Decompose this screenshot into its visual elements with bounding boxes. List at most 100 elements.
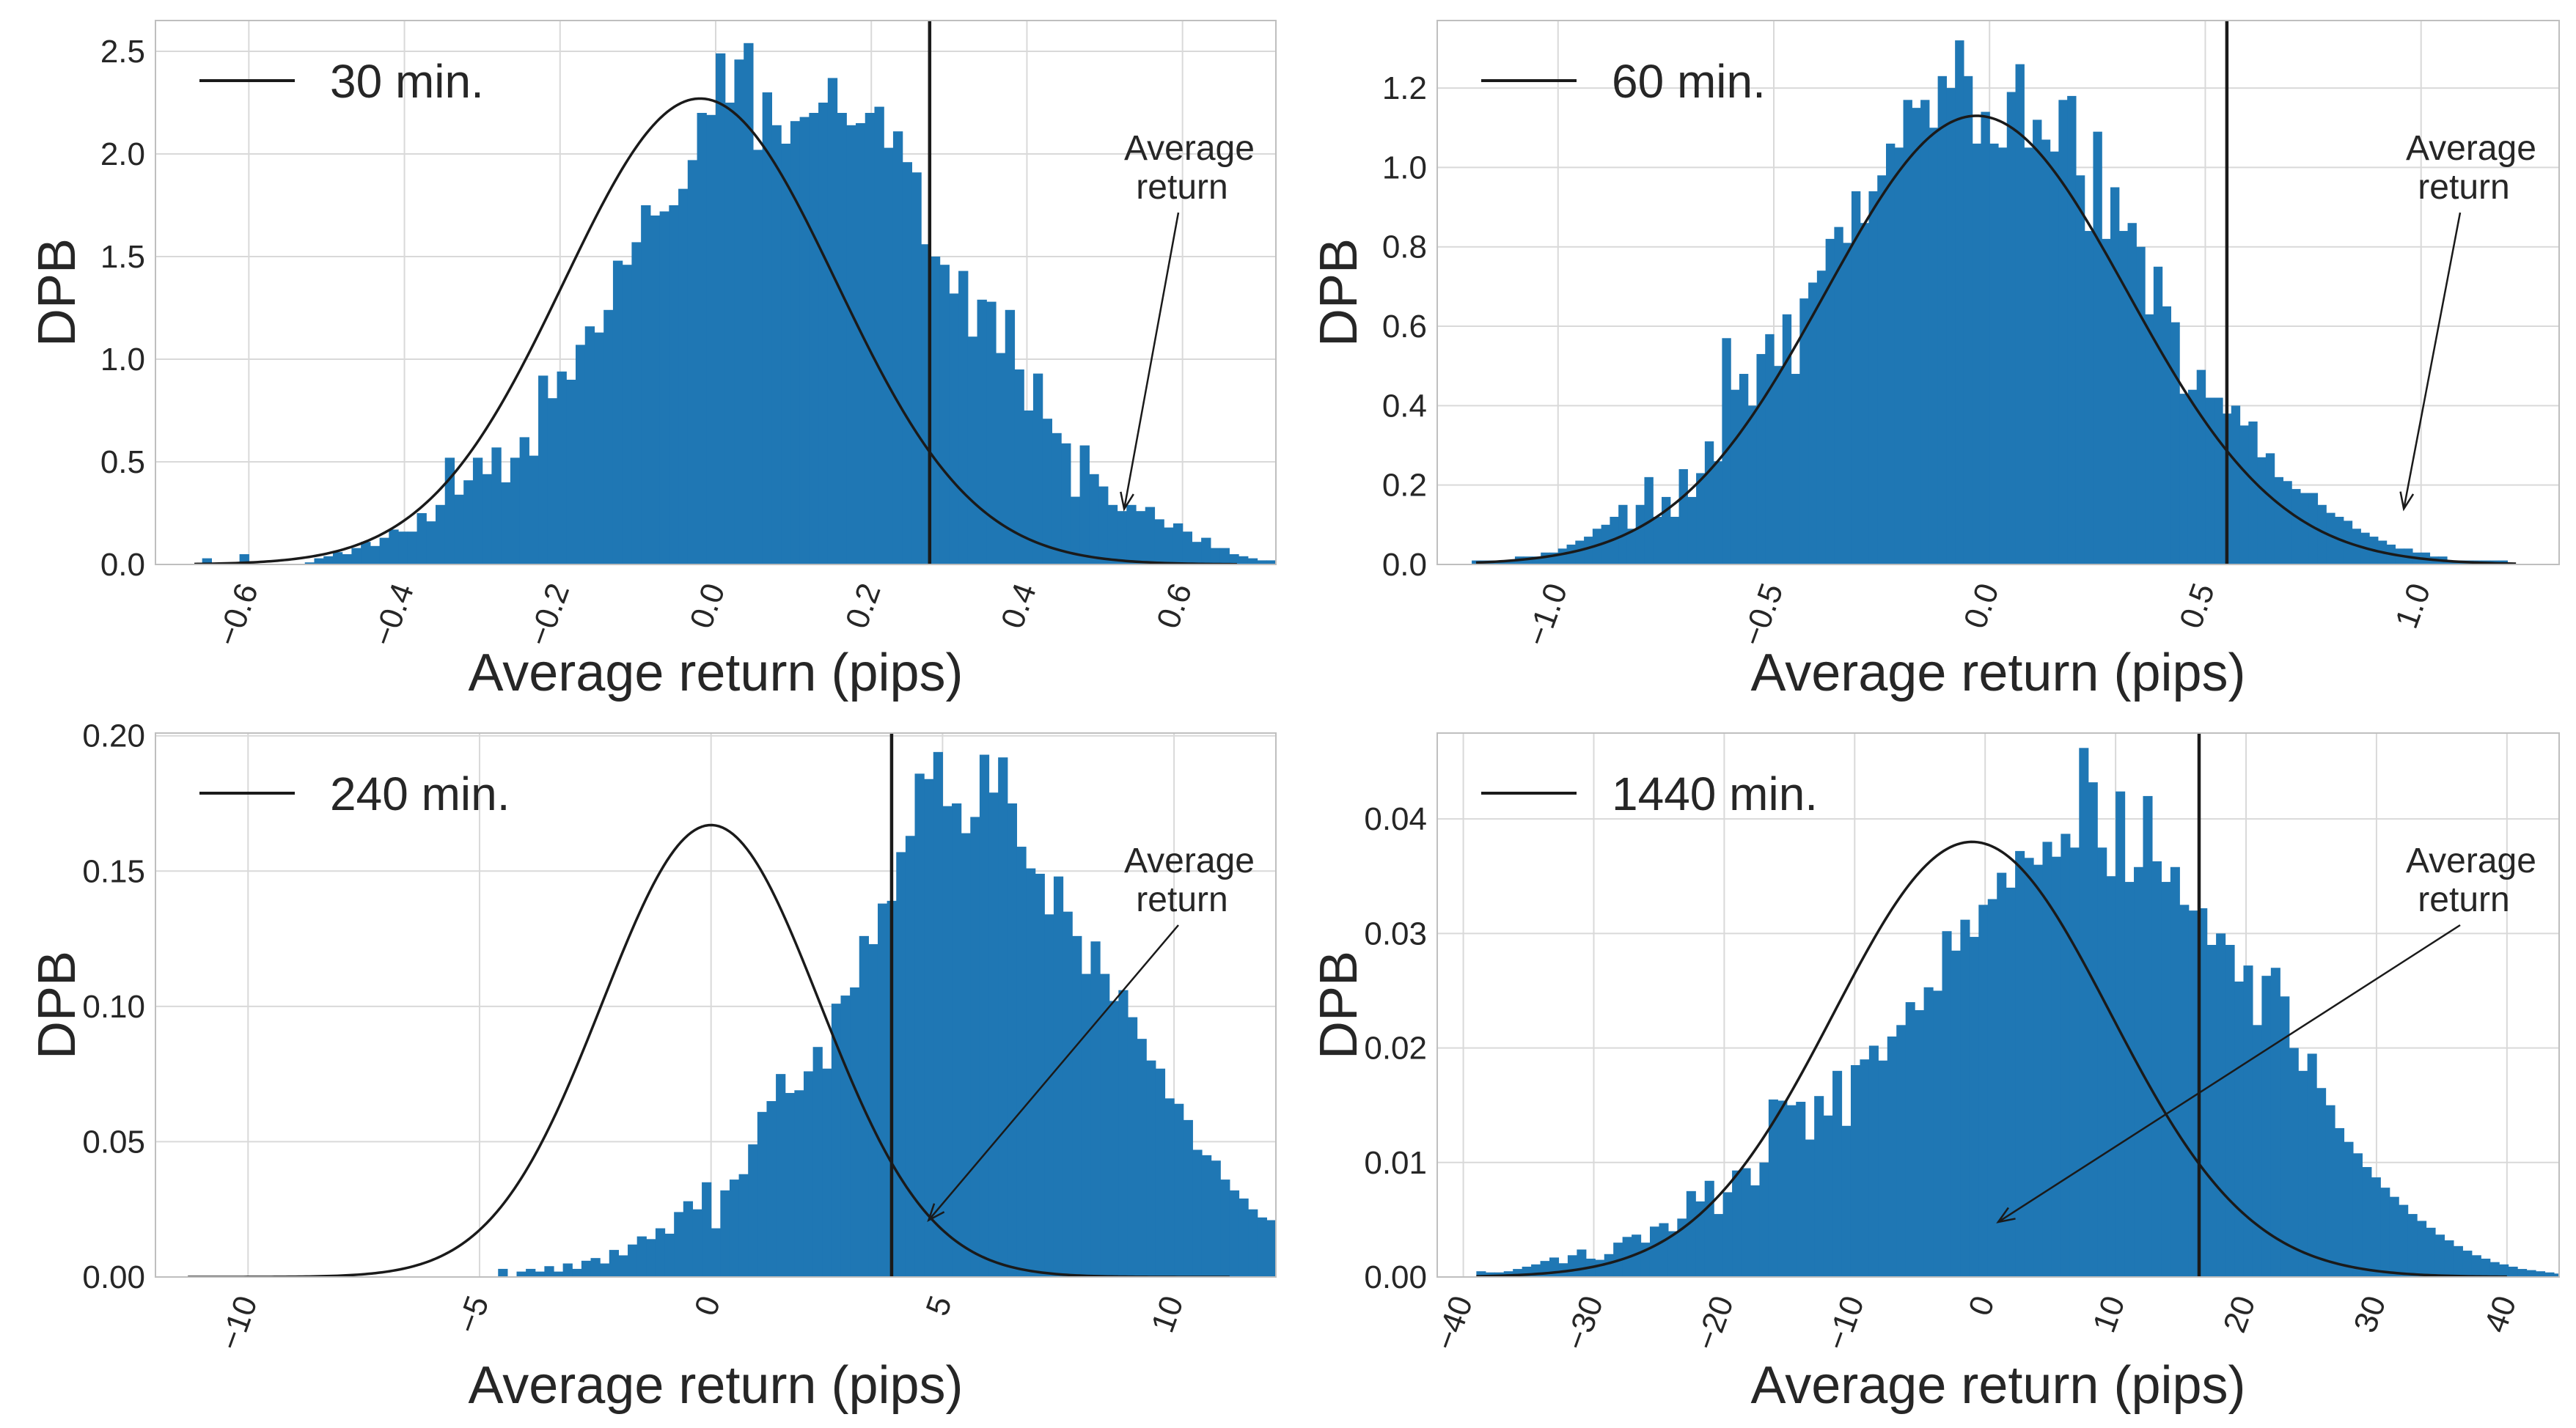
histogram-bar	[202, 558, 212, 564]
histogram-bar	[669, 205, 679, 564]
x-tick-label: 30	[2347, 1291, 2393, 1337]
histogram-bar	[748, 1144, 758, 1277]
histogram-bar	[1915, 1010, 1925, 1277]
histogram-bar	[1063, 911, 1073, 1277]
histogram-bar	[2015, 64, 2025, 564]
histogram-bar	[2134, 866, 2144, 1277]
histogram-bar	[911, 172, 922, 564]
histogram-bar	[516, 1271, 526, 1277]
histogram-bar	[2499, 1264, 2509, 1277]
histogram-bar	[1987, 899, 1997, 1277]
histogram-bar	[1164, 527, 1174, 564]
histogram-bar	[1704, 1180, 1714, 1277]
histogram-bar	[2291, 489, 2301, 564]
y-axis-label: DPB	[28, 238, 87, 347]
annotation-arrow-head	[927, 1203, 945, 1223]
histogram-bar	[1016, 847, 1027, 1277]
histogram-bar	[361, 542, 371, 564]
histogram-bar	[2544, 1272, 2555, 1277]
y-tick-label: 0.2	[1382, 468, 1427, 504]
histogram-bar	[1145, 507, 1156, 564]
histogram-bar	[2151, 861, 2162, 1277]
histogram-bar	[837, 113, 847, 564]
histogram-bar	[674, 1212, 684, 1277]
histogram-bar	[2225, 944, 2235, 1277]
histogram-bar	[1052, 433, 1062, 564]
histogram-bar	[1786, 1105, 1797, 1277]
histogram-bar	[1972, 143, 1982, 564]
histogram-bar	[1998, 147, 2008, 564]
histogram-bar	[2563, 1273, 2572, 1277]
histogram-bar	[1805, 1139, 1815, 1277]
y-tick-label: 0.0	[1382, 547, 1427, 583]
histogram-bar	[1626, 529, 1637, 564]
histogram-bar	[1816, 270, 1827, 564]
histogram-bar	[1887, 1036, 1897, 1277]
histogram-bar	[1905, 1002, 1915, 1277]
histogram-bar	[2069, 847, 2080, 1277]
histogram-bar	[2033, 864, 2044, 1277]
histogram-bar	[697, 113, 707, 564]
x-tick-label: 0.0	[683, 578, 733, 633]
histogram-bar	[2265, 453, 2275, 564]
histogram-bar	[609, 1250, 620, 1277]
histogram-bar	[600, 1263, 610, 1277]
histogram-bar	[720, 1190, 730, 1277]
histogram-bar	[1886, 143, 1896, 564]
histogram-bar	[1079, 445, 1090, 564]
histogram-bar	[822, 1068, 832, 1277]
histogram-bar	[1247, 558, 1258, 564]
histogram-bar	[781, 144, 791, 564]
histogram-bar	[1266, 560, 1276, 564]
histogram-bar	[1777, 1100, 1788, 1277]
histogram-bar	[1782, 314, 1792, 564]
histogram-bar	[1248, 1209, 1258, 1277]
histogram-bar	[2352, 1153, 2363, 1277]
histogram-bar	[2335, 1127, 2345, 1277]
histogram-bar	[1768, 1099, 1778, 1277]
histogram-bar	[2444, 1240, 2454, 1277]
histogram-bar	[1808, 282, 1818, 564]
histogram-bar	[1696, 473, 1706, 564]
histogram-bar	[771, 125, 782, 564]
panel-60-min: 0.0 0.2 0.4 0.6 0.8 1.0 1.2 −1.0 −0.5 0.0 0.5 1.0 Av…	[1310, 20, 2560, 702]
histogram-bar	[729, 1179, 740, 1277]
histogram-bar	[529, 455, 539, 564]
histogram-bar	[785, 1092, 795, 1277]
histogram-bar	[803, 1071, 814, 1277]
histogram-bar	[535, 1271, 545, 1277]
histogram-bar	[1340, 1261, 1350, 1277]
histogram-bar	[2170, 322, 2180, 564]
annotation-line-1: Average	[2406, 842, 2536, 880]
histogram-bar	[557, 371, 567, 564]
x-tick-label: −30	[1557, 1291, 1610, 1355]
histogram-bar	[646, 1239, 656, 1277]
histogram-bar	[2058, 100, 2068, 564]
annotation-line-1: Average	[2406, 129, 2536, 168]
histogram-bar	[1868, 191, 1878, 564]
histogram-bar	[924, 779, 934, 1277]
histogram-bar	[562, 1263, 573, 1277]
y-tick-label: 0.5	[100, 444, 145, 480]
x-axis-label: Average return (pips)	[1751, 644, 2246, 702]
y-tick-label: 1.0	[100, 342, 145, 378]
y-tick-label: 2.0	[100, 136, 145, 172]
histogram-bar	[2426, 1227, 2436, 1277]
x-tick-label: −0.5	[1735, 578, 1791, 650]
y-axis-label: DPB	[1310, 951, 1368, 1059]
histogram-bar	[1322, 1253, 1332, 1277]
histogram-bar	[1960, 919, 1970, 1277]
y-tick-label: 1.2	[1382, 70, 1427, 106]
histogram-bar	[979, 754, 990, 1277]
histogram-bar	[1014, 369, 1024, 564]
histogram-bar	[370, 545, 381, 564]
histogram-bar	[631, 242, 642, 564]
legend-label: 1440 min.	[1612, 768, 1818, 820]
x-tick-label: 10	[2086, 1291, 2132, 1337]
histogram-bar	[628, 1244, 638, 1277]
histogram-bar	[1239, 556, 1249, 564]
y-tick-label: 0.00	[82, 1259, 145, 1295]
histogram-bar	[1937, 76, 1947, 564]
panel-240-min: 0.00 0.05 0.10 0.15 0.20 −10 −5 0 5 10 Average ret…	[28, 718, 1350, 1415]
x-axis-label: Average return (pips)	[469, 1356, 964, 1415]
